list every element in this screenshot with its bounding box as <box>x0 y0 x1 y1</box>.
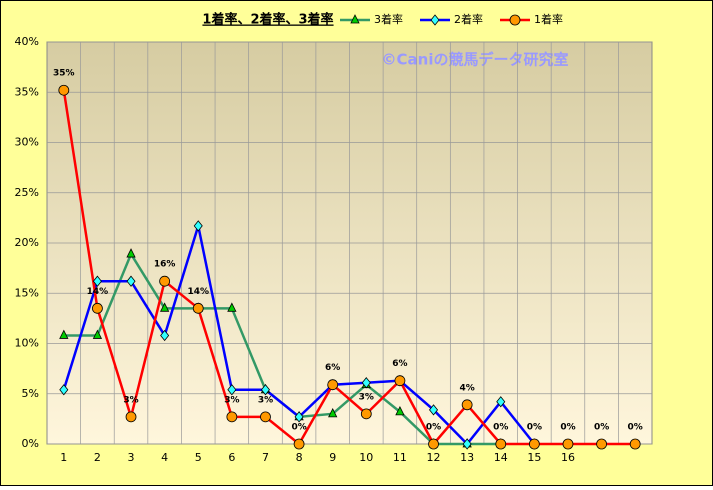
y-tick-label: 30% <box>15 136 39 149</box>
data-label: 0% <box>560 423 575 433</box>
chart-title: 1着率、2着率、3着率 <box>202 12 333 28</box>
marker <box>361 377 371 389</box>
x-tick-label: 16 <box>561 451 575 464</box>
series-line <box>62 90 636 447</box>
marker <box>260 384 270 396</box>
data-label: 3% <box>258 395 273 405</box>
marker <box>395 405 405 416</box>
x-tick-label: 13 <box>460 451 474 464</box>
x-tick-label: 8 <box>296 451 303 464</box>
marker <box>428 438 439 450</box>
y-tick-label: 10% <box>15 337 39 350</box>
y-tick-label: 5% <box>22 387 39 400</box>
marker <box>327 379 339 391</box>
x-tick-label: 7 <box>262 451 269 464</box>
marker <box>92 275 102 287</box>
marker <box>227 384 237 396</box>
marker <box>160 329 170 342</box>
data-label: 6% <box>392 359 407 369</box>
marker <box>562 438 574 450</box>
marker <box>596 438 607 450</box>
data-label: 0% <box>594 423 609 433</box>
legend-label: 1着率 <box>534 12 563 26</box>
y-tick-label: 15% <box>15 286 39 299</box>
watermark: ©Caniの競馬データ研究室 <box>382 51 569 69</box>
data-label: 14% <box>87 287 109 297</box>
marker <box>227 302 237 312</box>
data-label: 0% <box>493 423 508 433</box>
x-tick-label: 15 <box>527 451 541 464</box>
marker <box>58 84 70 96</box>
data-label: 6% <box>325 363 340 373</box>
marker <box>360 408 372 420</box>
data-label: 0% <box>527 423 542 433</box>
marker <box>461 399 473 411</box>
x-tick-label: 10 <box>359 451 373 464</box>
x-tick-label: 2 <box>94 451 101 464</box>
marker <box>293 438 305 450</box>
marker <box>192 302 204 314</box>
marker <box>92 329 103 339</box>
marker <box>429 404 439 416</box>
marker <box>92 302 103 314</box>
x-tick-label: 4 <box>161 451 168 464</box>
data-label: 3% <box>359 392 374 402</box>
marker <box>328 407 338 418</box>
legend-label: 2着率 <box>454 12 483 26</box>
marker <box>394 375 406 387</box>
marker <box>509 14 521 26</box>
marker <box>159 302 170 312</box>
data-label: 4% <box>459 383 474 393</box>
x-tick-label: 11 <box>393 451 407 464</box>
marker <box>495 438 507 450</box>
marker <box>462 438 472 450</box>
marker <box>226 411 238 423</box>
marker <box>528 438 540 450</box>
x-tick-label: 9 <box>329 451 336 464</box>
data-label: 3% <box>123 395 138 405</box>
marker <box>125 411 137 423</box>
legend-label: 3着率 <box>374 12 403 26</box>
marker <box>126 275 136 287</box>
marker <box>350 14 360 24</box>
marker <box>260 411 271 423</box>
data-label: 16% <box>154 260 176 270</box>
x-tick-label: 3 <box>128 451 135 464</box>
x-tick-label: 1 <box>60 451 67 464</box>
data-label: 0% <box>426 423 441 433</box>
marker <box>126 248 136 258</box>
marker <box>496 396 506 408</box>
marker <box>159 275 171 287</box>
data-label: 14% <box>187 287 209 297</box>
data-label: 0% <box>291 423 306 433</box>
data-label: 3% <box>224 395 239 405</box>
marker <box>294 411 304 423</box>
y-tick-label: 0% <box>22 437 39 450</box>
x-tick-label: 5 <box>195 451 202 464</box>
y-tick-label: 25% <box>15 186 39 199</box>
marker <box>59 384 69 396</box>
data-label: 35% <box>53 69 75 79</box>
data-label: 0% <box>628 423 643 433</box>
y-tick-label: 40% <box>15 35 39 48</box>
marker <box>193 220 203 232</box>
y-tick-label: 35% <box>15 85 39 98</box>
x-tick-label: 14 <box>494 451 508 464</box>
marker <box>430 14 440 26</box>
marker <box>629 438 641 450</box>
y-tick-label: 20% <box>15 236 39 249</box>
x-tick-label: 12 <box>427 451 441 464</box>
marker <box>59 329 69 339</box>
x-tick-label: 6 <box>228 451 235 464</box>
